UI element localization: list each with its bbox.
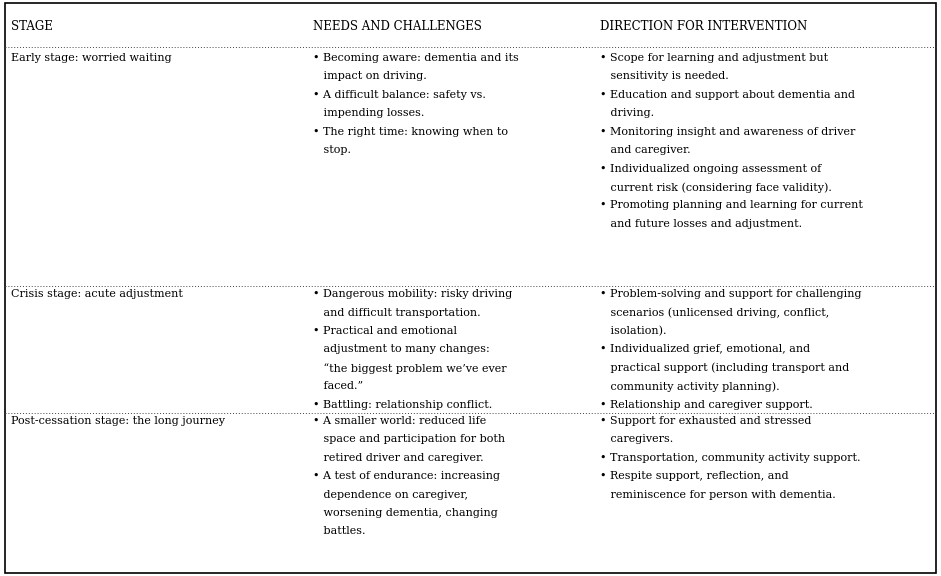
Text: • Promoting planning and learning for current: • Promoting planning and learning for cu…: [600, 200, 863, 210]
Text: and difficult transportation.: and difficult transportation.: [313, 308, 481, 317]
Text: adjustment to many changes:: adjustment to many changes:: [313, 344, 490, 354]
Text: DIRECTION FOR INTERVENTION: DIRECTION FOR INTERVENTION: [600, 20, 807, 33]
Text: driving.: driving.: [600, 108, 655, 118]
Text: Post-cessation stage: the long journey: Post-cessation stage: the long journey: [11, 416, 225, 426]
Text: current risk (considering face validity).: current risk (considering face validity)…: [600, 182, 832, 192]
Text: • Dangerous mobility: risky driving: • Dangerous mobility: risky driving: [313, 289, 513, 299]
Text: caregivers.: caregivers.: [600, 434, 674, 444]
Text: scenarios (unlicensed driving, conflict,: scenarios (unlicensed driving, conflict,: [600, 308, 830, 318]
Text: and future losses and adjustment.: and future losses and adjustment.: [600, 219, 803, 229]
Text: • Monitoring insight and awareness of driver: • Monitoring insight and awareness of dr…: [600, 127, 855, 137]
Text: STAGE: STAGE: [11, 20, 54, 33]
Text: stop.: stop.: [313, 145, 351, 155]
Text: Early stage: worried waiting: Early stage: worried waiting: [11, 53, 172, 63]
Text: worsening dementia, changing: worsening dementia, changing: [313, 508, 498, 518]
FancyBboxPatch shape: [5, 3, 936, 573]
Text: isolation).: isolation).: [600, 326, 667, 336]
Text: • Education and support about dementia and: • Education and support about dementia a…: [600, 90, 855, 100]
Text: • The right time: knowing when to: • The right time: knowing when to: [313, 127, 508, 137]
Text: faced.”: faced.”: [313, 381, 363, 391]
Text: NEEDS AND CHALLENGES: NEEDS AND CHALLENGES: [313, 20, 482, 33]
Text: • Respite support, reflection, and: • Respite support, reflection, and: [600, 471, 789, 481]
Text: battles.: battles.: [313, 526, 366, 536]
Text: • Practical and emotional: • Practical and emotional: [313, 326, 457, 336]
Text: • Individualized ongoing assessment of: • Individualized ongoing assessment of: [600, 164, 821, 173]
Text: • Problem-solving and support for challenging: • Problem-solving and support for challe…: [600, 289, 862, 299]
Text: impending losses.: impending losses.: [313, 108, 424, 118]
Text: • Scope for learning and adjustment but: • Scope for learning and adjustment but: [600, 53, 828, 63]
Text: Crisis stage: acute adjustment: Crisis stage: acute adjustment: [11, 289, 183, 299]
Text: community activity planning).: community activity planning).: [600, 381, 780, 392]
Text: • A difficult balance: safety vs.: • A difficult balance: safety vs.: [313, 90, 486, 100]
Text: • A smaller world: reduced life: • A smaller world: reduced life: [313, 416, 486, 426]
Text: • Becoming aware: dementia and its: • Becoming aware: dementia and its: [313, 53, 519, 63]
Text: sensitivity is needed.: sensitivity is needed.: [600, 71, 729, 81]
Text: impact on driving.: impact on driving.: [313, 71, 427, 81]
Text: “the biggest problem we’ve ever: “the biggest problem we’ve ever: [313, 363, 507, 374]
Text: space and participation for both: space and participation for both: [313, 434, 505, 444]
Text: retired driver and caregiver.: retired driver and caregiver.: [313, 453, 484, 463]
Text: • Individualized grief, emotional, and: • Individualized grief, emotional, and: [600, 344, 810, 354]
Text: reminiscence for person with dementia.: reminiscence for person with dementia.: [600, 490, 837, 499]
Text: dependence on caregiver,: dependence on caregiver,: [313, 490, 469, 499]
Text: • A test of endurance: increasing: • A test of endurance: increasing: [313, 471, 501, 481]
Text: • Relationship and caregiver support.: • Relationship and caregiver support.: [600, 400, 813, 410]
Text: practical support (including transport and: practical support (including transport a…: [600, 363, 850, 373]
Text: • Transportation, community activity support.: • Transportation, community activity sup…: [600, 453, 861, 463]
Text: • Support for exhausted and stressed: • Support for exhausted and stressed: [600, 416, 812, 426]
Text: • Battling: relationship conflict.: • Battling: relationship conflict.: [313, 400, 492, 410]
Text: and caregiver.: and caregiver.: [600, 145, 691, 155]
